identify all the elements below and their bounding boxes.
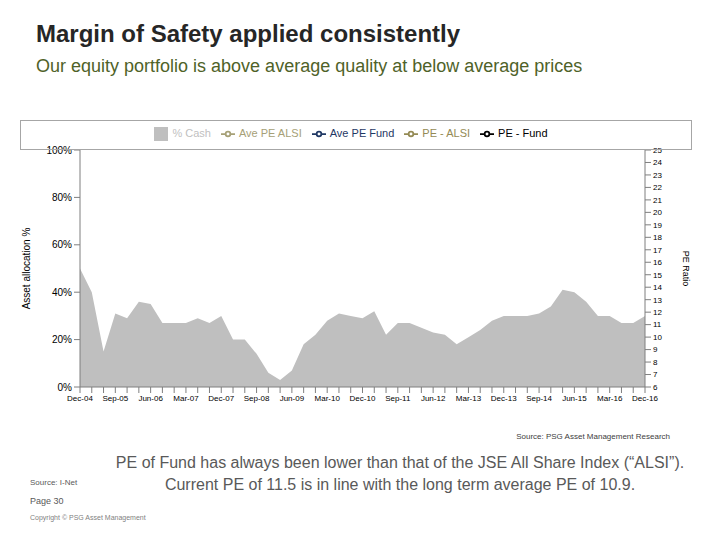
- svg-text:60%: 60%: [52, 239, 72, 250]
- svg-text:PE Ratio: PE Ratio: [681, 251, 691, 287]
- html-text:PE of Fund has always been low: PE of Fund has always been lower than th…: [115, 454, 685, 493]
- svg-text:22: 22: [653, 183, 662, 192]
- svg-text:Dec-04: Dec-04: [67, 394, 93, 403]
- svg-text:21: 21: [653, 196, 662, 205]
- svg-text:Mar-13: Mar-13: [456, 394, 482, 403]
- svg-text:24: 24: [653, 158, 662, 167]
- svg-text:40%: 40%: [52, 287, 72, 298]
- html-text:Ave PE Fund: Ave PE Fund: [329, 127, 395, 139]
- html-text:Source: PSG Asset Management R: Source: PSG Asset Management Research: [516, 432, 670, 441]
- svg-text:Asset allocation %: Asset allocation %: [21, 228, 32, 310]
- svg-text:Sep-14: Sep-14: [526, 394, 552, 403]
- svg-text:Dec-07: Dec-07: [208, 394, 234, 403]
- html-text:PE - Fund: PE - Fund: [498, 127, 548, 139]
- svg-text:25: 25: [653, 146, 662, 155]
- svg-text:Jun-12: Jun-12: [421, 394, 446, 403]
- svg-text:Jun-15: Jun-15: [562, 394, 587, 403]
- svg-text:14: 14: [653, 283, 662, 292]
- svg-text:Sep-08: Sep-08: [244, 394, 270, 403]
- html-text:Page 30: Page 30: [30, 496, 64, 506]
- html-text:PE - ALSI: PE - ALSI: [422, 127, 471, 139]
- html-text:Source: I-Net: Source: I-Net: [30, 478, 78, 487]
- svg-text:20: 20: [653, 208, 662, 217]
- svg-text:Mar-16: Mar-16: [597, 394, 623, 403]
- html-text:Margin of Safety applied consi: Margin of Safety applied consistently: [36, 20, 461, 47]
- svg-text:13: 13: [653, 296, 662, 305]
- svg-text:15: 15: [653, 271, 662, 280]
- svg-text:23: 23: [653, 171, 662, 180]
- html-text:Ave PE ALSI: Ave PE ALSI: [238, 127, 302, 139]
- svg-text:11: 11: [653, 320, 662, 329]
- html-text:Copyright © PSG Asset Manageme: Copyright © PSG Asset Management: [30, 514, 146, 521]
- svg-text:100%: 100%: [46, 145, 72, 156]
- svg-text:Jun-06: Jun-06: [138, 394, 163, 403]
- svg-text:10: 10: [653, 333, 662, 342]
- svg-text:Dec-10: Dec-10: [350, 394, 376, 403]
- svg-text:80%: 80%: [52, 192, 72, 203]
- svg-text:20%: 20%: [52, 334, 72, 345]
- svg-text:7: 7: [653, 370, 658, 379]
- svg-text:19: 19: [653, 221, 662, 230]
- svg-text:Mar-07: Mar-07: [173, 394, 199, 403]
- svg-text:12: 12: [653, 308, 662, 317]
- svg-text:8: 8: [653, 358, 658, 367]
- svg-text:16: 16: [653, 258, 662, 267]
- svg-text:18: 18: [653, 233, 662, 242]
- svg-text:6: 6: [653, 383, 658, 392]
- svg-text:Mar-10: Mar-10: [315, 394, 341, 403]
- svg-text:Sep-11: Sep-11: [385, 394, 411, 403]
- svg-text:Dec-16: Dec-16: [632, 394, 658, 403]
- html-text:% Cash: % Cash: [172, 127, 211, 139]
- html-text:Our equity portfolio is above: Our equity portfolio is above average qu…: [36, 56, 583, 76]
- svg-text:0%: 0%: [58, 382, 73, 393]
- svg-text:17: 17: [653, 246, 662, 255]
- svg-text:Sep-05: Sep-05: [102, 394, 128, 403]
- svg-text:Jun-09: Jun-09: [280, 394, 305, 403]
- svg-text:Dec-13: Dec-13: [491, 394, 517, 403]
- svg-text:9: 9: [653, 345, 658, 354]
